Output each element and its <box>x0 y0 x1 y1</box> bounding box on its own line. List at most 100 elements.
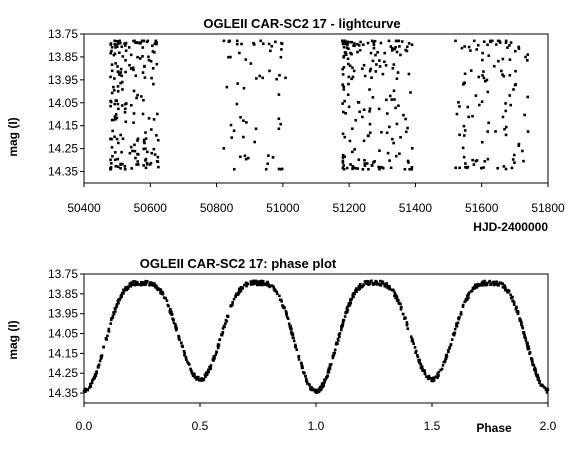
lightcurve-point <box>469 69 473 72</box>
phase-plot-point <box>341 318 345 322</box>
lightcurve-point <box>514 69 517 73</box>
lightcurve-point <box>392 63 396 66</box>
phase-plot-point <box>459 311 463 314</box>
lightcurve-point <box>242 119 245 122</box>
lightcurve-point <box>235 102 239 106</box>
phase-plot-point <box>285 315 289 319</box>
lightcurve-point <box>124 44 127 47</box>
phase-plot-point <box>305 377 308 381</box>
phase-plot-point <box>203 373 207 377</box>
phase-plot-point <box>496 282 499 285</box>
lightcurve-point <box>270 44 274 48</box>
lightcurve-point <box>254 127 258 131</box>
phase-plot-point <box>358 287 361 291</box>
lightcurve-point <box>132 89 136 93</box>
lightcurve-point <box>526 130 530 133</box>
lightcurve-point <box>383 51 387 55</box>
lightcurve-point <box>127 46 131 49</box>
phase-plot-point <box>95 371 98 375</box>
lightcurve-point <box>151 67 155 70</box>
phase-plot-point <box>309 387 312 391</box>
lightcurve-point <box>464 165 467 169</box>
phase-plot-point <box>452 333 456 337</box>
lightcurve-point <box>347 62 350 66</box>
lightcurve-point <box>116 102 120 106</box>
lightcurve-point <box>372 41 375 44</box>
phase-plot-point <box>420 366 423 370</box>
phase-plot-x-tick-label: 0.0 <box>76 419 93 433</box>
phase-plot-point <box>444 357 448 361</box>
lightcurve-point <box>142 39 145 43</box>
lightcurve-point <box>341 83 344 87</box>
lightcurve-point <box>279 122 283 126</box>
phase-plot-point <box>292 336 295 340</box>
phase-plot-point <box>417 359 420 362</box>
lightcurve-point <box>113 77 116 80</box>
phase-plot-point <box>504 288 507 292</box>
phase-plot-point <box>385 282 389 285</box>
phase-plot-point <box>442 360 446 364</box>
phase-plot-point <box>530 358 534 361</box>
lightcurve-point <box>517 45 520 49</box>
phase-plot-point <box>84 390 87 393</box>
lightcurve-point <box>277 167 281 171</box>
lightcurve-point <box>114 117 117 121</box>
lightcurve-point <box>480 166 483 170</box>
lightcurve-point <box>341 161 345 164</box>
lightcurve-point <box>501 57 505 61</box>
lightcurve-x-tick-label: 51200 <box>332 201 366 215</box>
lightcurve-point <box>146 162 149 166</box>
phase-plot-point <box>102 345 105 349</box>
lightcurve-point <box>155 112 159 116</box>
lightcurve-point <box>358 48 362 52</box>
phase-plot-point <box>427 375 430 379</box>
lightcurve-point <box>151 50 155 53</box>
phase-plot-point <box>312 388 316 392</box>
phase-plot-point <box>395 299 399 302</box>
phase-plot-point <box>272 288 276 292</box>
lightcurve-point <box>267 42 271 46</box>
lightcurve-point <box>156 155 160 159</box>
lightcurve-point <box>147 117 151 120</box>
phase-plot-point <box>169 311 172 315</box>
phase-plot-point <box>351 293 355 297</box>
lightcurve-point <box>119 41 122 45</box>
phase-plot-point <box>459 312 463 316</box>
phase-plot-point <box>130 281 134 285</box>
lightcurve-point <box>136 137 140 141</box>
phase-plot-point <box>280 300 283 303</box>
lightcurve-point <box>274 40 277 44</box>
lightcurve-point <box>277 127 281 131</box>
lightcurve-point <box>236 42 239 46</box>
phase-plot-point <box>304 374 307 378</box>
lightcurve-point <box>259 39 262 43</box>
phase-plot-point <box>305 380 309 384</box>
phase-plot-points <box>82 279 550 395</box>
phase-plot-point <box>120 293 123 297</box>
lightcurve-point <box>404 117 407 121</box>
phase-plot-point <box>138 283 142 287</box>
lightcurve-point <box>388 159 391 162</box>
phase-plot-point <box>281 304 284 307</box>
phase-plot-point <box>300 366 304 370</box>
phase-plot-point <box>98 359 102 363</box>
phase-plot-point <box>178 338 181 342</box>
lightcurve-point <box>119 133 122 137</box>
phase-plot-point <box>253 281 257 284</box>
phase-plot-point <box>291 333 295 337</box>
lightcurve-point <box>113 43 117 46</box>
lightcurve-point <box>458 166 461 170</box>
phase-plot-y-tick-label: 13.85 <box>48 287 78 301</box>
lightcurve-point <box>379 41 383 45</box>
lightcurve-point <box>404 130 408 134</box>
phase-plot-point <box>192 374 195 378</box>
lightcurve-point <box>483 160 487 163</box>
phase-plot-point <box>357 284 361 288</box>
lightcurve-point <box>110 69 114 73</box>
phase-plot-point <box>492 283 496 287</box>
lightcurve-point <box>143 64 146 68</box>
lightcurve-point <box>374 53 377 57</box>
lightcurve-point <box>145 40 149 44</box>
lightcurve-point <box>135 163 138 166</box>
lightcurve-point <box>347 75 351 79</box>
